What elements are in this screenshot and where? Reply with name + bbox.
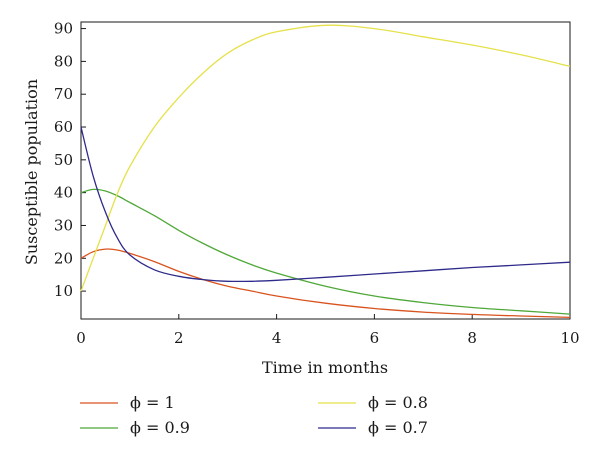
y-tick-label: 10 [54, 282, 73, 300]
y-tick-label: 30 [54, 216, 73, 234]
y-tick-label: 40 [54, 184, 73, 202]
y-tick-label: 20 [54, 249, 73, 267]
x-tick-label: 8 [467, 329, 477, 347]
y-axis: 10 20 30 40 50 60 70 80 90 [54, 20, 86, 300]
legend-label-phi-0-7: ϕ = 0.7 [368, 418, 428, 437]
x-tick-label: 6 [370, 329, 380, 347]
y-axis-title: Susceptible population [22, 79, 41, 265]
series-line-phi-1 [80, 248, 571, 319]
series-line-phi-0-9 [80, 188, 571, 315]
y-tick-label: 50 [54, 151, 73, 169]
legend-label-phi-0-9: ϕ = 0.9 [130, 418, 190, 437]
x-tick-label: 4 [272, 329, 282, 347]
series-line-phi-0-7 [80, 126, 571, 283]
legend-label-phi-0-8: ϕ = 0.8 [368, 393, 428, 412]
series-line-phi-0-8 [80, 24, 571, 292]
y-tick-label: 70 [54, 85, 73, 103]
y-tick-label: 80 [54, 52, 73, 70]
legend-label-phi-1: ϕ = 1 [130, 393, 175, 412]
x-tick-label: 2 [174, 329, 184, 347]
x-axis: 0 2 4 6 8 10 [76, 314, 580, 347]
legend: ϕ = 1 ϕ = 0.9 ϕ = 0.8 ϕ = 0.7 [80, 393, 428, 437]
x-tick-label: 0 [76, 329, 86, 347]
series-group [80, 24, 571, 319]
y-tick-label: 60 [54, 118, 73, 136]
plot-frame [80, 21, 571, 320]
x-tick-label: 10 [560, 329, 579, 347]
y-tick-label: 90 [54, 20, 73, 38]
x-axis-title: Time in months [262, 358, 388, 377]
